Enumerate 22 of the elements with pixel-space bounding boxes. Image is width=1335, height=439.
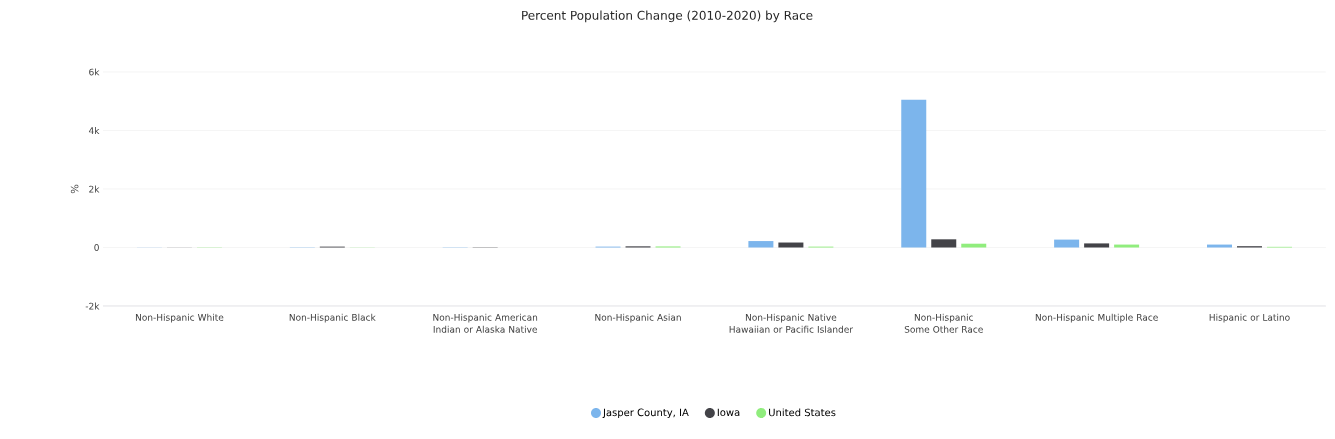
x-tick-label: Non-Hispanic Multiple Race	[1035, 313, 1158, 323]
x-tick-label: Non-Hispanic Native Hawaiian or Pacific Islander	[729, 313, 854, 333]
bar	[748, 241, 774, 248]
y-tick-label: 4k	[88, 127, 100, 134]
bar	[1084, 243, 1110, 248]
legend-label: United States	[769, 408, 836, 417]
x-tick-label: Hispanic or Latino	[1209, 313, 1290, 323]
legend-label: Jasper County, IA	[602, 408, 689, 419]
y-tick-label: 0	[94, 244, 99, 251]
y-tick-label: 6k	[89, 68, 100, 76]
y-tick-label: -2k	[85, 302, 100, 310]
legend-label: Iowa	[717, 408, 740, 417]
x-tick-label: Non-Hispanic White	[135, 313, 224, 323]
y-axis-title: %	[70, 184, 79, 194]
y-tick-label: 2k	[89, 185, 100, 193]
x-tick-label: Non-Hispanic American Indian or Alaska Native	[433, 313, 538, 333]
x-tick-label: Non-Hispanic Asian	[595, 313, 681, 323]
x-tick-label: Non-Hispanic Some Other Race	[904, 313, 983, 333]
bar	[901, 99, 927, 248]
x-tick-label: Non-Hispanic Black	[289, 313, 376, 323]
bar	[931, 239, 957, 248]
chart-title: Percent Population Change (2010-2020) by Race	[522, 10, 813, 23]
